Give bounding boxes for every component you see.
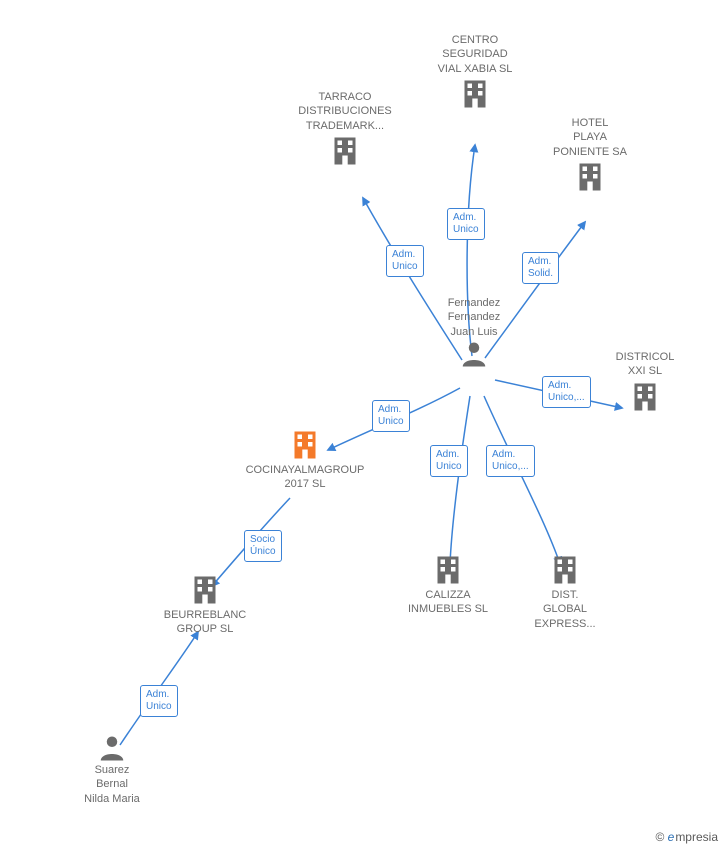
- edge-label-suarez-beurre: Adm.Unico: [140, 685, 178, 717]
- edge-label-fernandez-calizza: Adm.Unico: [430, 445, 468, 477]
- edge-label-fernandez-cocina: Adm.Unico: [372, 400, 410, 432]
- edge-label-layer: Adm.Unico Adm.Unico Adm.Solid. Adm.Unico,..…: [0, 0, 728, 850]
- edge-label-fernandez-tarraco: Adm.Unico: [386, 245, 424, 277]
- edge-label-cocina-beurre: SocioÚnico: [244, 530, 282, 562]
- edge-label-fernandez-districol: Adm.Unico,...: [542, 376, 591, 408]
- edge-label-fernandez-distglobal: Adm.Unico,...: [486, 445, 535, 477]
- edge-label-fernandez-centro: Adm.Unico: [447, 208, 485, 240]
- edge-label-fernandez-hotel: Adm.Solid.: [522, 252, 559, 284]
